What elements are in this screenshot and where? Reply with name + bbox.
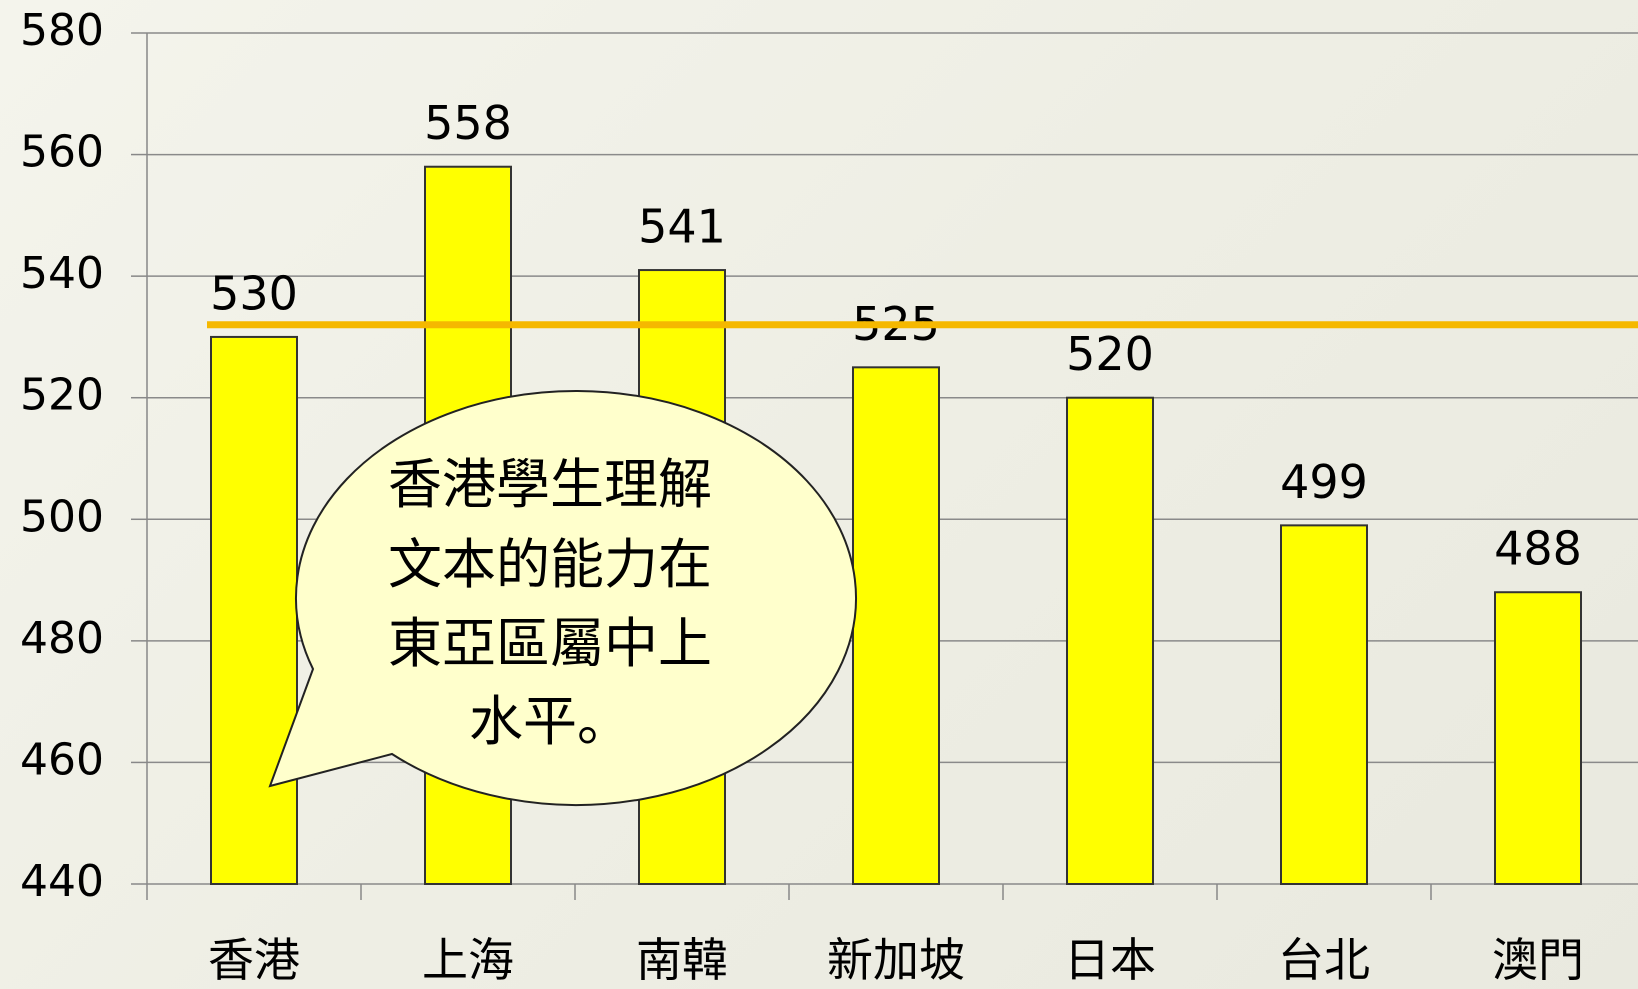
y-tick-label: 480 [20, 613, 104, 664]
annotation-line: 東亞區屬中上 [388, 612, 712, 675]
y-tick-label: 460 [20, 734, 104, 785]
x-tick-label: 香港 [208, 933, 300, 987]
annotation-line: 水平。 [469, 690, 631, 753]
x-tick-label: 上海 [422, 933, 514, 987]
bar [1280, 524, 1368, 885]
bar [1494, 591, 1582, 885]
value-label: 541 [638, 200, 726, 254]
bar [852, 366, 940, 886]
y-tick-label: 520 [20, 370, 104, 421]
value-label: 530 [210, 266, 298, 320]
x-tick-label: 新加坡 [827, 933, 965, 987]
y-tick-label: 540 [20, 248, 104, 299]
y-tick-label: 580 [20, 5, 104, 56]
y-tick-label: 500 [20, 491, 104, 542]
value-label: 499 [1280, 455, 1368, 509]
value-label: 488 [1494, 522, 1582, 576]
x-tick-label: 南韓 [636, 933, 728, 987]
bar [210, 335, 298, 885]
bar [1066, 396, 1154, 885]
annotation-line: 文本的能力在 [388, 533, 712, 596]
y-tick-label: 440 [20, 856, 104, 907]
speech-bubble [268, 389, 857, 806]
x-tick-label: 澳門 [1492, 933, 1584, 987]
x-tick-label: 台北 [1278, 933, 1370, 987]
annotation-line: 香港學生理解 [388, 453, 712, 516]
value-label: 520 [1066, 327, 1154, 381]
y-tick-label: 560 [20, 127, 104, 178]
value-label: 558 [424, 96, 512, 150]
x-tick-label: 日本 [1064, 933, 1156, 987]
